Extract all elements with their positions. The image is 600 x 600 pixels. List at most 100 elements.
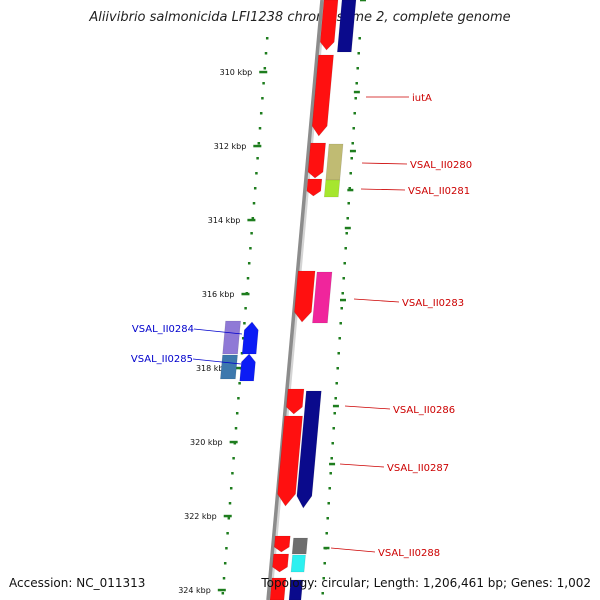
- left-ruler-dot: [227, 517, 231, 520]
- leader-line-VSAL_II0288: [330, 547, 376, 553]
- right-ruler-dot: [333, 412, 336, 415]
- gene-block-navy-1: [336, 0, 357, 53]
- left-ruler-dot: [243, 322, 246, 325]
- ruler-tick: [223, 514, 232, 518]
- gene-block-navy-2: [288, 579, 304, 600]
- ruler-tick: [247, 218, 256, 222]
- left-ruler-dot: [264, 52, 268, 55]
- gene-arrow-red-5: [286, 388, 305, 415]
- right-ruler-dot: [351, 142, 354, 145]
- ruler-tick-label: 324 kbp: [178, 586, 211, 595]
- map-title: Aliivibrio salmonicida LFI1238 chromosom…: [89, 10, 511, 25]
- left-ruler-dot: [262, 82, 265, 85]
- left-ruler-dot: [229, 487, 233, 490]
- left-ruler-dot: [221, 592, 225, 595]
- accession-text: Accession: NC_011313: [9, 576, 146, 590]
- right-ruler-dot: [337, 352, 340, 355]
- left-ruler-dot: [259, 112, 263, 115]
- right-ruler-tick: [360, 0, 366, 2]
- left-ruler-dot: [240, 352, 244, 355]
- right-ruler-dot: [358, 37, 361, 40]
- left-ruler-dot: [255, 172, 258, 175]
- right-ruler-tick: [353, 90, 360, 94]
- gene-arrow-iutA: [311, 54, 334, 137]
- ruler-tick: [235, 366, 244, 370]
- right-ruler-dot: [332, 427, 335, 430]
- leader-line-VSAL_II0287: [339, 463, 385, 468]
- ruler-tick: [217, 588, 226, 592]
- left-ruler-dot: [228, 502, 232, 505]
- gene-block-VSAL_II0285: [220, 354, 238, 380]
- gene-arrow-red-4: [294, 270, 316, 323]
- left-ruler-dot: [225, 547, 228, 550]
- ruler-tick-label: 310 kbp: [220, 68, 253, 77]
- leader-line-VSAL_II0281: [360, 188, 406, 191]
- left-ruler-dot: [251, 217, 255, 220]
- ruler-tick-label: 314 kbp: [208, 216, 241, 225]
- left-ruler-dot: [265, 37, 269, 40]
- gene-label-VSAL_II0281: VSAL_II0281: [408, 186, 470, 197]
- right-ruler-dot: [357, 52, 360, 55]
- left-ruler-dot: [256, 157, 259, 160]
- gene-arrow-blue-1: [241, 321, 259, 355]
- right-ruler-dot: [342, 277, 345, 280]
- ruler-dots: [221, 0, 366, 595]
- ruler-tick-label: 322 kbp: [184, 512, 217, 521]
- right-ruler-dot: [353, 112, 356, 115]
- ruler-tick: [253, 144, 262, 148]
- left-ruler-dot: [222, 577, 226, 580]
- right-ruler-tick: [332, 404, 339, 408]
- left-ruler-dot: [241, 337, 245, 340]
- leader-line-VSAL_II0280: [361, 162, 408, 165]
- right-ruler-dot: [343, 262, 346, 265]
- right-ruler-tick: [349, 149, 356, 153]
- gene-label-VSAL_II0287: VSAL_II0287: [387, 463, 449, 474]
- gene-arrow-red-6: [277, 415, 303, 507]
- gene-label-VSAL_II0286: VSAL_II0286: [393, 405, 455, 416]
- right-ruler-dot: [339, 322, 342, 325]
- genome-summary: Topology: circular; Length: 1,206,461 bp…: [261, 576, 591, 590]
- gene-arrow-red-8: [272, 553, 289, 573]
- left-ruler-dot: [258, 127, 262, 130]
- right-ruler-dot: [322, 577, 325, 580]
- backbone-line: [266, 0, 324, 600]
- left-ruler-dot: [235, 412, 239, 415]
- left-ruler-dot: [244, 307, 247, 310]
- right-ruler-dot: [348, 187, 351, 190]
- right-ruler-dot: [354, 97, 357, 100]
- right-ruler-tick: [344, 226, 351, 230]
- right-ruler-dot: [327, 502, 330, 505]
- right-ruler-dot: [340, 307, 343, 310]
- right-ruler-dot: [341, 292, 344, 295]
- right-ruler-dot: [356, 67, 359, 70]
- ruler-tick-label: 318 kbp: [196, 364, 229, 373]
- left-ruler-dot: [223, 562, 227, 565]
- ruler-tick-label: 312 kbp: [214, 142, 247, 151]
- right-ruler-dot: [323, 562, 326, 565]
- gene-arrow-VSAL_II0287: [296, 390, 322, 509]
- ruler-ticks: 310 kbp 312 kbp 314 kbp 316 kbp 318 kbp 320 k…: [178, 68, 268, 595]
- ruler-tick-label: 316 kbp: [202, 290, 235, 299]
- right-ruler-tick: [329, 462, 336, 466]
- gene-label-VSAL_II0283: VSAL_II0283: [402, 298, 464, 309]
- gene-arrow-red-9: [269, 577, 287, 600]
- gene-block-VSAL_II0280: [325, 143, 344, 181]
- ruler-tick-label: 320 kbp: [190, 438, 223, 447]
- right-ruler-tick: [340, 298, 346, 302]
- right-ruler-dot: [350, 157, 353, 160]
- right-ruler-dot: [338, 337, 341, 340]
- ruler-tick: [259, 70, 268, 74]
- leader-line-VSAL_II0285: [192, 358, 242, 365]
- left-ruler-dot: [246, 277, 250, 280]
- right-ruler-dot: [352, 127, 355, 130]
- gene-labels: iutA VSAL_II0280 VSAL_II0281 VSAL_II0283 VSA…: [131, 93, 472, 559]
- left-ruler-dot: [232, 457, 235, 460]
- left-ruler-dot: [237, 397, 240, 400]
- right-ruler-dot: [331, 442, 334, 445]
- right-ruler-dot: [325, 532, 328, 535]
- gene-label-iutA: iutA: [412, 93, 432, 104]
- right-ruler-dot: [347, 202, 350, 205]
- right-ruler-dot: [345, 232, 348, 235]
- leader-line-VSAL_II0284: [193, 328, 243, 335]
